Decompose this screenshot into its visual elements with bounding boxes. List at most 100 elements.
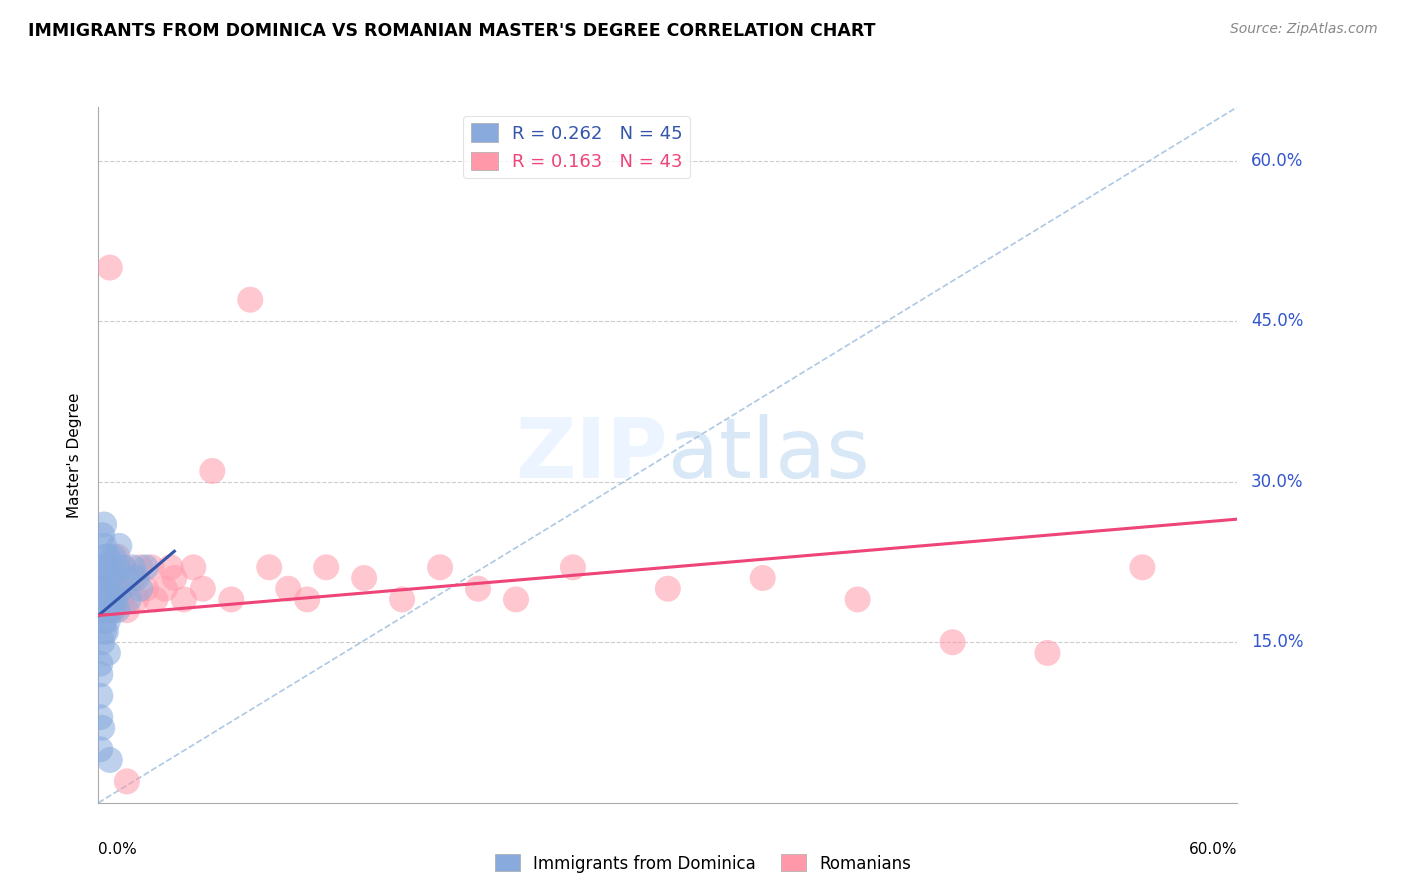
Point [97,646,120,660]
Point [94,549,117,564]
Point [121,560,143,574]
Point [103,592,125,607]
Point [103,582,125,596]
Point [297,592,319,607]
Point [107,603,129,617]
Point [100,560,122,574]
Point [110,592,132,607]
Point [129,560,152,574]
Point [103,549,125,564]
Point [89,710,111,724]
Point [93,614,115,628]
Point [98,571,121,585]
Point [657,582,679,596]
Point [201,464,224,478]
Point [277,582,299,596]
Point [191,582,214,596]
Point [91,560,114,574]
Text: Source: ZipAtlas.com: Source: ZipAtlas.com [1230,22,1378,37]
Point [467,582,489,596]
Point [93,592,115,607]
Point [98,753,121,767]
Point [121,571,143,585]
Point [315,560,337,574]
Point [145,592,167,607]
Point [135,560,157,574]
Point [98,260,121,275]
Point [107,560,129,574]
Text: 15.0%: 15.0% [1251,633,1303,651]
Point [104,592,127,607]
Point [97,582,120,596]
Point [107,582,129,596]
Point [562,560,585,574]
Point [353,571,375,585]
Point [159,560,181,574]
Text: 0.0%: 0.0% [98,842,138,856]
Point [97,549,120,564]
Text: ZIP: ZIP [516,415,668,495]
Text: 30.0%: 30.0% [1251,473,1303,491]
Point [89,689,111,703]
Point [505,592,527,607]
Point [391,592,413,607]
Y-axis label: Master's Degree: Master's Degree [67,392,83,517]
Point [91,721,114,735]
Point [97,614,120,628]
Point [93,560,115,574]
Point [112,560,135,574]
Text: IMMIGRANTS FROM DOMINICA VS ROMANIAN MASTER'S DEGREE CORRELATION CHART: IMMIGRANTS FROM DOMINICA VS ROMANIAN MAS… [28,22,876,40]
Point [221,592,243,607]
Point [91,603,114,617]
Point [94,560,117,574]
Point [942,635,965,649]
Point [846,592,869,607]
Text: 45.0%: 45.0% [1251,312,1303,330]
Point [259,560,281,574]
Text: atlas: atlas [668,415,869,495]
Point [110,582,132,596]
Point [107,549,129,564]
Point [89,667,111,681]
Point [125,571,148,585]
Point [115,571,138,585]
Point [94,603,117,617]
Point [93,539,115,553]
Point [125,592,148,607]
Point [89,742,111,756]
Point [91,528,114,542]
Point [108,539,131,553]
Point [163,571,186,585]
Point [98,592,121,607]
Point [112,560,135,574]
Point [1036,646,1059,660]
Point [135,582,157,596]
Point [141,560,163,574]
Point [97,592,120,607]
Point [91,635,114,649]
Point [100,603,122,617]
Point [153,582,176,596]
Point [103,603,125,617]
Text: 60.0%: 60.0% [1189,842,1237,856]
Point [129,582,152,596]
Point [118,592,141,607]
Point [100,571,122,585]
Point [91,582,114,596]
Point [89,657,111,671]
Point [94,624,117,639]
Point [93,517,115,532]
Point [93,571,115,585]
Point [115,603,138,617]
Point [429,560,451,574]
Point [115,774,138,789]
Point [1132,560,1154,574]
Text: 60.0%: 60.0% [1251,152,1303,169]
Point [91,582,114,596]
Point [752,571,775,585]
Legend: Immigrants from Dominica, Romanians: Immigrants from Dominica, Romanians [488,847,918,880]
Point [173,592,195,607]
Legend: R = 0.262   N = 45, R = 0.163   N = 43: R = 0.262 N = 45, R = 0.163 N = 43 [464,116,690,178]
Point [239,293,262,307]
Point [183,560,205,574]
